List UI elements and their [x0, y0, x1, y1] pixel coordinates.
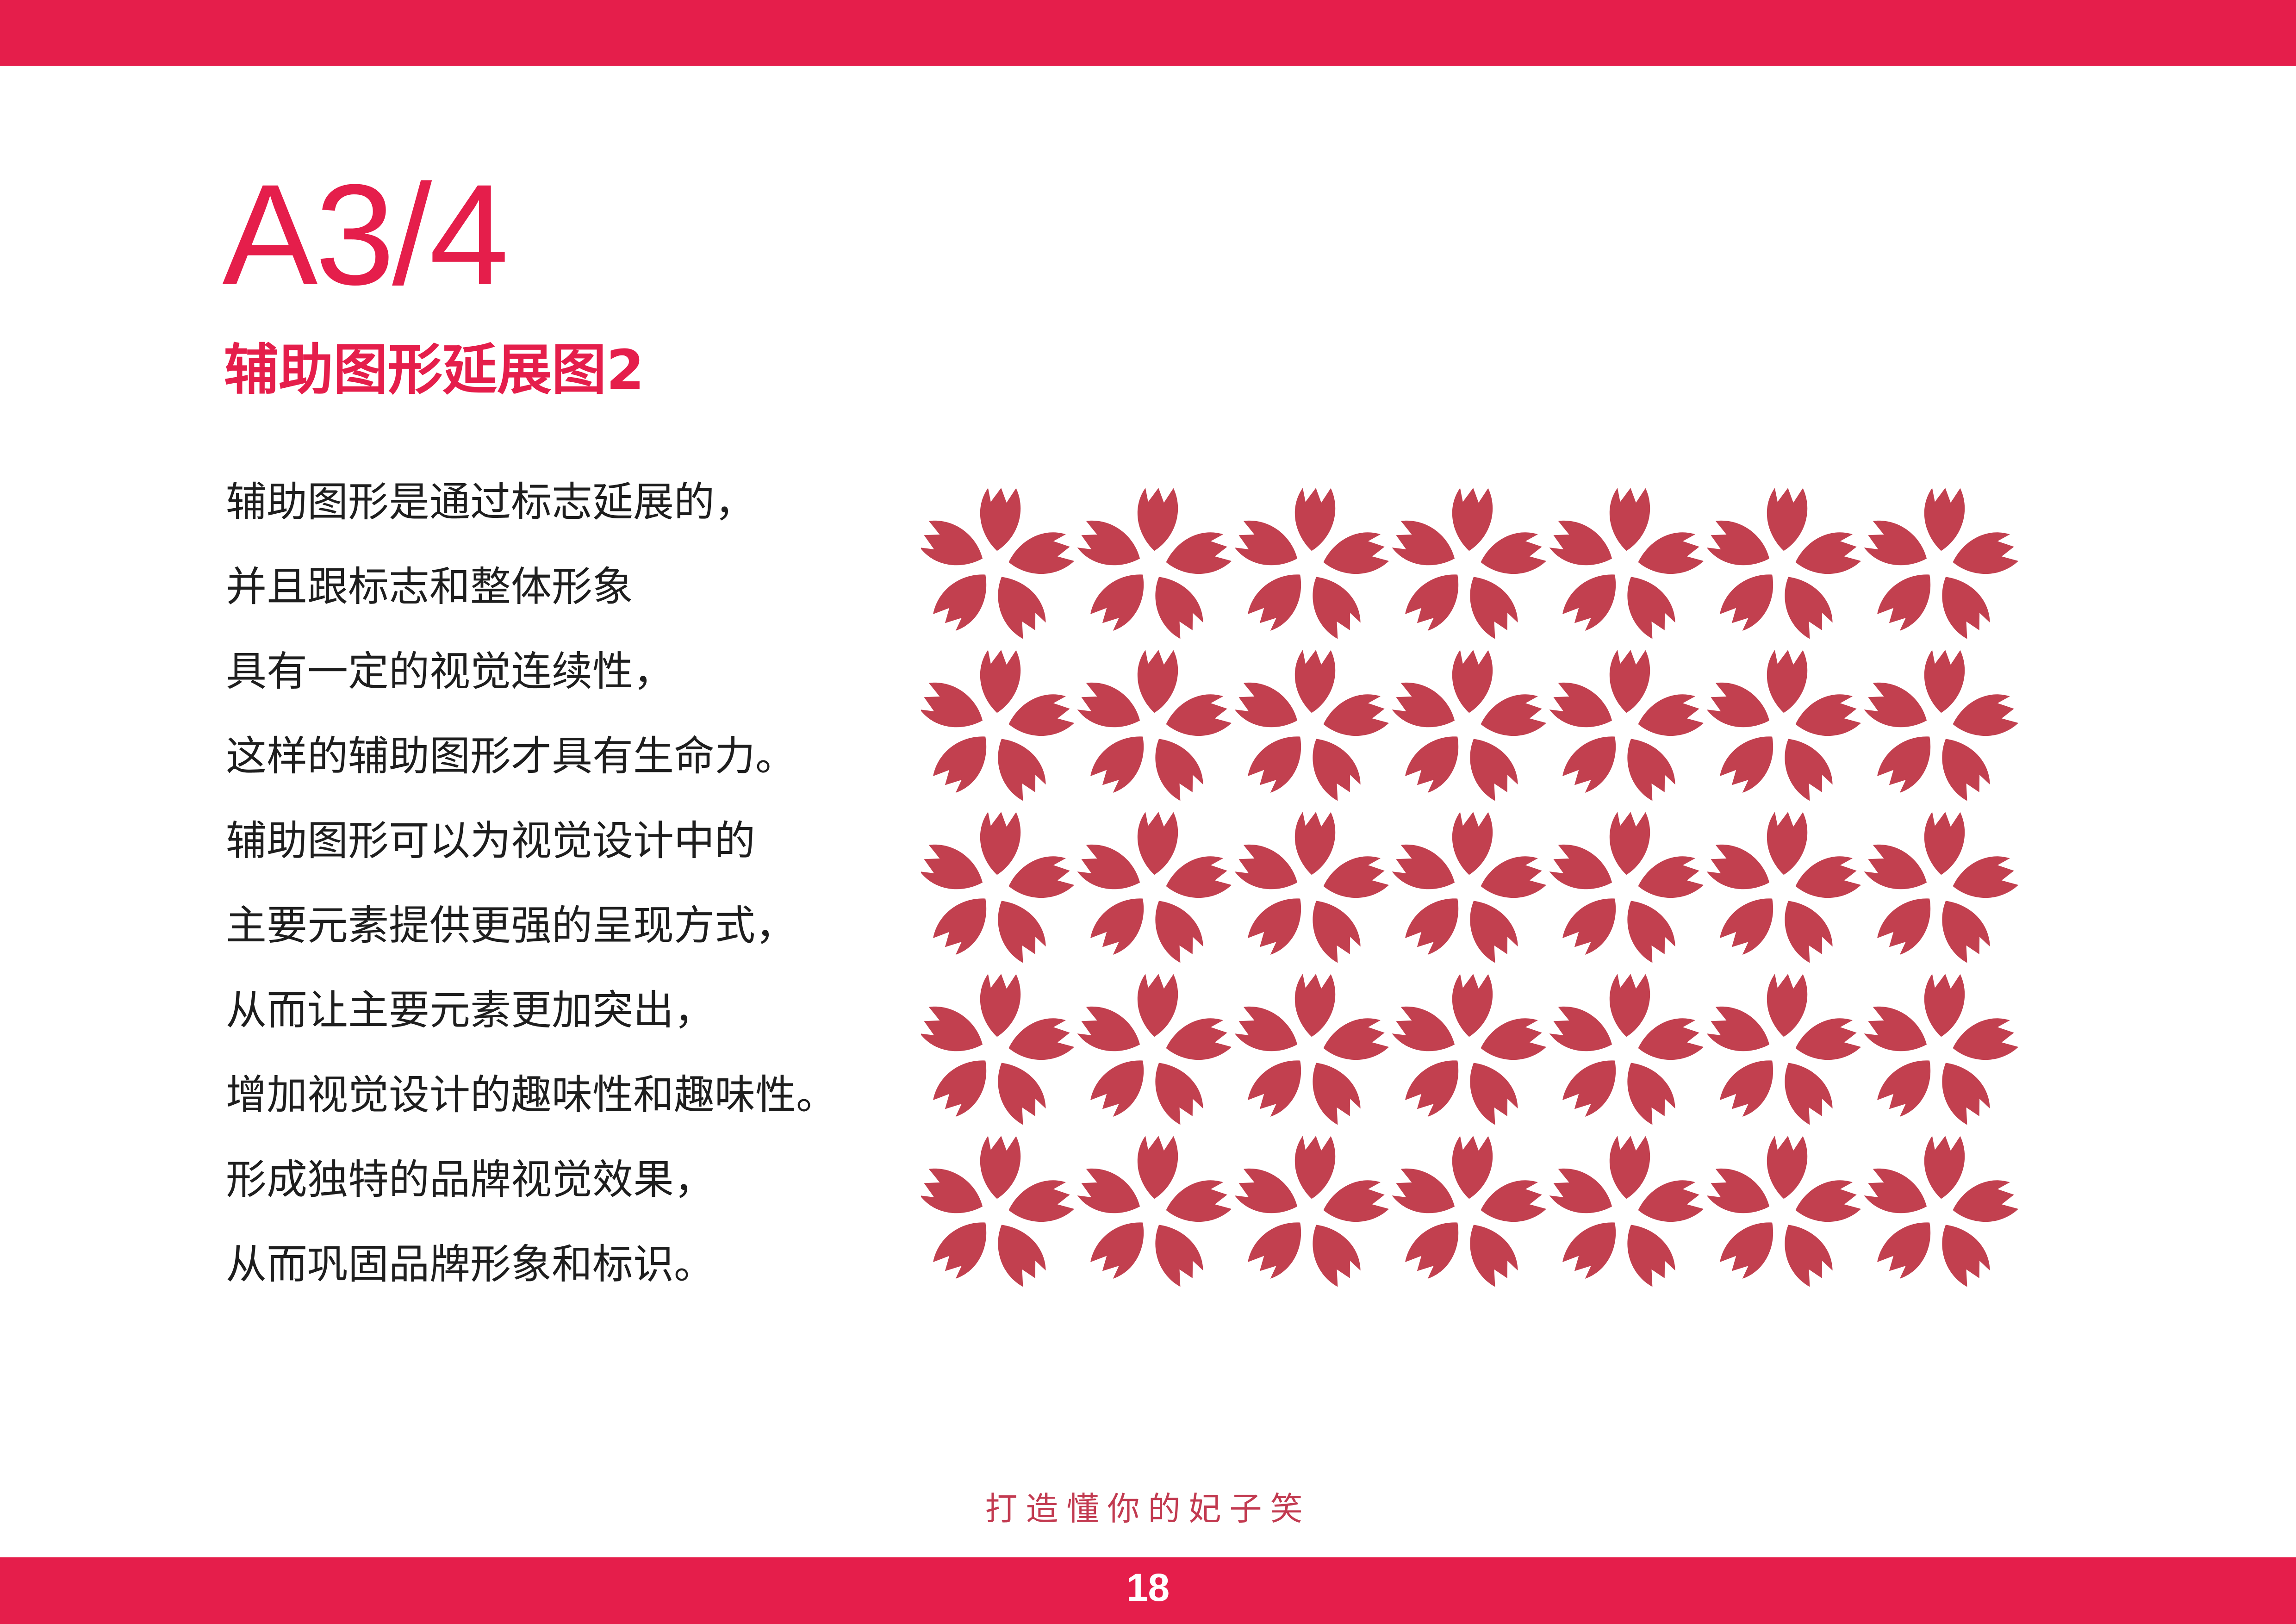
- flower-icon: [1061, 961, 1243, 1138]
- description-line: 从而巩固品牌形象和标识。: [226, 1240, 715, 1288]
- description-line: 辅助图形可以为视觉设计中的: [226, 817, 756, 865]
- flower-icon: [1533, 1123, 1715, 1300]
- flower-icon: [1375, 799, 1558, 976]
- flower-icon: [921, 961, 1086, 1138]
- description-line: 辅助图形是通过标志延展的，: [226, 478, 756, 526]
- flower-icon: [1061, 486, 1243, 652]
- flower-icon: [1848, 1123, 2022, 1300]
- flower-icon: [1533, 799, 1715, 976]
- flower-icon: [921, 486, 1086, 652]
- flower-icon: [1690, 1123, 1873, 1300]
- description-line: 形成独特的品牌视觉效果，: [226, 1156, 715, 1203]
- description-line: 这样的辅助图形才具有生命力。: [226, 732, 796, 780]
- flower-icon: [1533, 486, 1715, 652]
- flower-icon: [1218, 486, 1400, 652]
- flower-icon: [1690, 637, 1873, 814]
- flower-pattern-grid: [921, 486, 2022, 1305]
- flower-icon: [1218, 637, 1400, 814]
- flower-icon: [1375, 486, 1558, 652]
- flower-icon: [1061, 1123, 1243, 1300]
- description-line: 主要元素提供更强的呈现方式，: [226, 902, 796, 949]
- section-code: A3/4: [222, 154, 509, 315]
- flower-icon: [1061, 799, 1243, 976]
- flower-icon: [1848, 637, 2022, 814]
- flower-icon: [1218, 799, 1400, 976]
- flower-icon: [1218, 1123, 1400, 1300]
- flower-icon: [1848, 486, 2022, 652]
- flower-icon: [921, 637, 1086, 814]
- flower-icon: [1375, 1123, 1558, 1300]
- flower-icon: [1218, 961, 1400, 1138]
- description-line: 具有一定的视觉连续性，: [226, 647, 674, 695]
- flower-icon: [1690, 799, 1873, 976]
- flower-icon: [1533, 637, 1715, 814]
- flower-icon: [1375, 637, 1558, 814]
- page-title: 辅助图形延展图2: [224, 338, 645, 402]
- top-accent-bar: [0, 0, 2296, 66]
- flower-icon: [921, 799, 1086, 976]
- flower-icon: [1061, 637, 1243, 814]
- bottom-accent-bar: [0, 1557, 2296, 1624]
- flower-icon: [1848, 961, 2022, 1138]
- page-number: 18: [1126, 1566, 1170, 1609]
- description-line: 从而让主要元素更加突出，: [226, 986, 715, 1034]
- description-line: 并且跟标志和整体形象: [226, 563, 634, 610]
- flower-icon: [1375, 961, 1558, 1138]
- flower-icon: [1533, 961, 1715, 1138]
- brand-tagline: 打造懂你的妃子笑: [985, 1490, 1311, 1528]
- description-text: 辅助图形是通过标志延展的， 并且跟标志和整体形象 具有一定的视觉连续性， 这样的…: [226, 477, 837, 1324]
- flower-icon: [1690, 486, 1873, 652]
- flower-icon: [1690, 961, 1873, 1138]
- flower-icon: [1848, 799, 2022, 976]
- flower-icon: [921, 1123, 1086, 1300]
- description-line: 增加视觉设计的趣味性和趣味性。: [226, 1071, 837, 1119]
